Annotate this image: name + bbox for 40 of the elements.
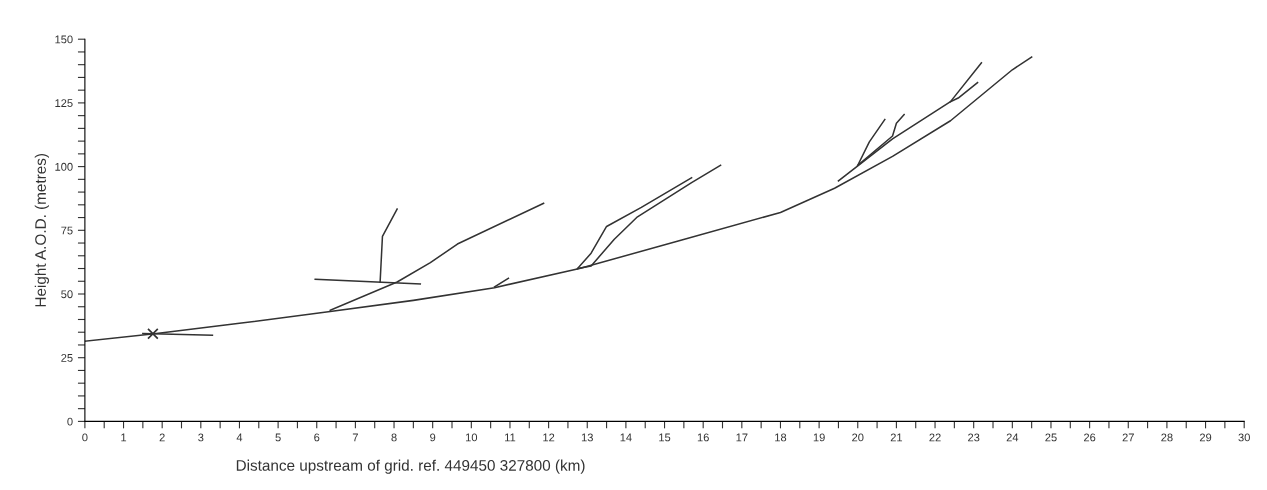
x-tick-label: 4 xyxy=(236,433,243,442)
y-axis-title: Height A.O.D. (metres) xyxy=(34,153,49,307)
y-tick-label: 75 xyxy=(61,226,73,235)
x-tick-label: 26 xyxy=(1084,433,1096,442)
x-tick-label: 24 xyxy=(1006,433,1019,442)
y-tick-label: 0 xyxy=(67,417,73,426)
x-tick-label: 23 xyxy=(968,433,980,442)
x-tick-label: 11 xyxy=(505,433,516,442)
x-tick-label: 13 xyxy=(581,433,593,442)
x-tick-label: 30 xyxy=(1238,433,1250,442)
y-tick-label: 50 xyxy=(61,290,73,299)
x-tick-label: 6 xyxy=(314,433,320,442)
x-tick-label: 1 xyxy=(121,433,127,442)
x-tick-label: 2 xyxy=(159,433,165,442)
x-tick-label: 7 xyxy=(352,433,358,442)
x-tick-label: 10 xyxy=(465,433,478,442)
x-axis-title: Distance upstream of grid. ref. 449450 327800 (km) xyxy=(236,459,585,474)
x-tick-label: 20 xyxy=(852,433,864,442)
x-tick-label: 14 xyxy=(620,433,632,442)
y-tick-label: 25 xyxy=(61,353,73,362)
x-tick-label: 21 xyxy=(890,433,903,442)
x-tick-label: 8 xyxy=(391,433,397,442)
x-tick-label: 12 xyxy=(543,433,555,442)
y-tick-label: 100 xyxy=(55,162,73,171)
x-tick-label: 18 xyxy=(775,433,787,442)
y-tick-label: 150 xyxy=(55,35,73,44)
y-tick-label: 125 xyxy=(55,99,73,108)
x-tick-label: 15 xyxy=(659,433,671,442)
x-tick-label: 5 xyxy=(275,433,281,442)
x-tick-label: 29 xyxy=(1199,433,1212,442)
x-tick-label: 17 xyxy=(736,433,748,442)
x-tick-label: 16 xyxy=(697,433,709,442)
x-tick-label: 9 xyxy=(430,433,436,442)
x-tick-label: 19 xyxy=(813,433,825,442)
x-tick-label: 25 xyxy=(1045,433,1057,442)
x-tick-label: 0 xyxy=(82,433,88,442)
x-tick-label: 22 xyxy=(929,433,941,442)
x-tick-label: 3 xyxy=(198,433,204,442)
x-tick-label: 27 xyxy=(1122,433,1134,442)
x-tick-label: 28 xyxy=(1161,433,1173,442)
